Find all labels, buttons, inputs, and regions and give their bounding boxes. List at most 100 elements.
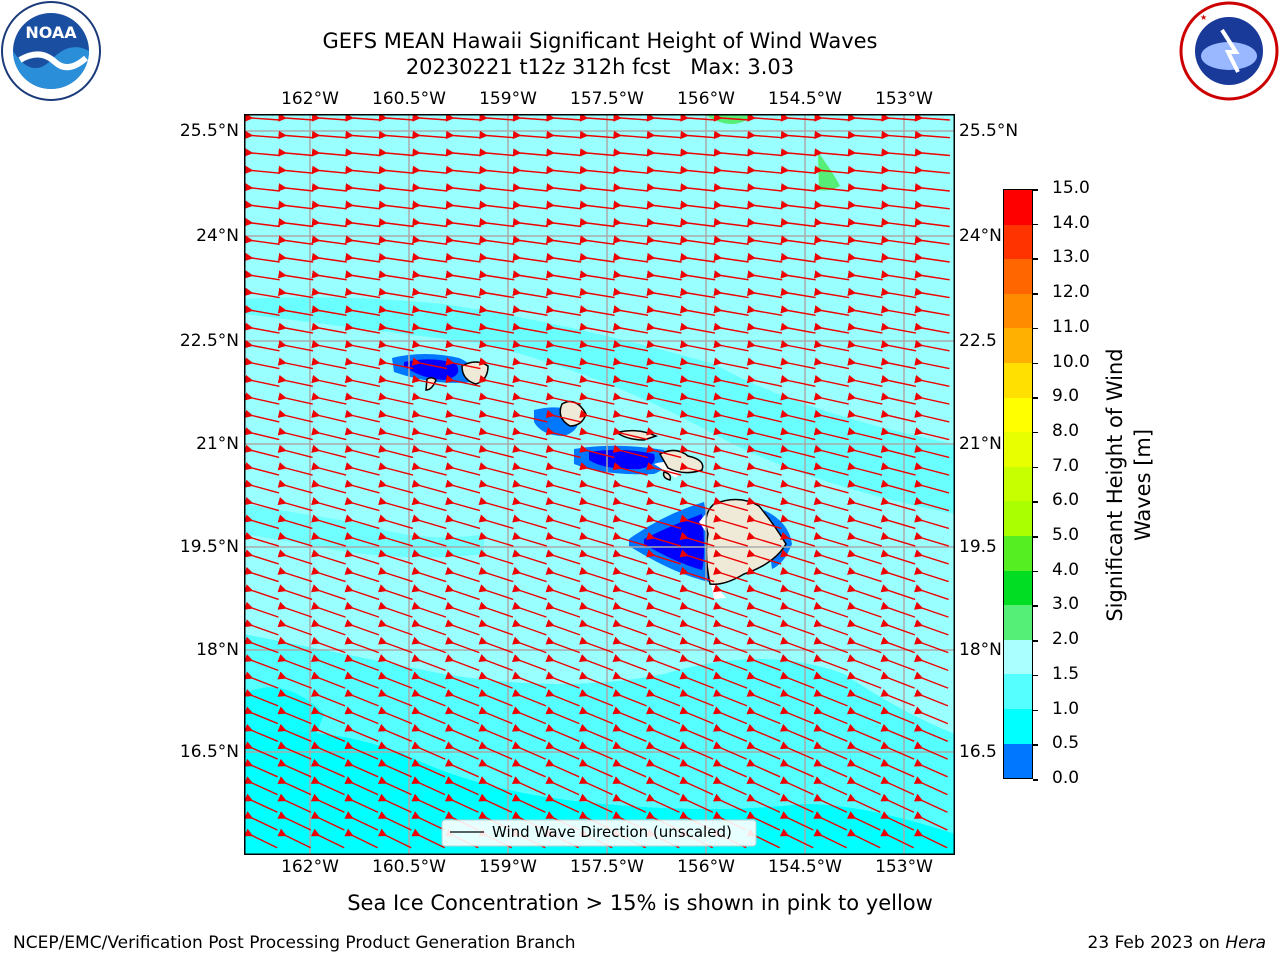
wind-wave-arrow xyxy=(746,374,783,387)
wind-wave-arrow xyxy=(713,217,749,228)
wind-wave-arrow xyxy=(512,497,548,512)
wind-wave-arrow xyxy=(412,183,448,192)
colorbar-tick-label: 11.0 xyxy=(1052,316,1090,337)
wind-wave-arrow xyxy=(412,114,448,122)
wind-wave-arrow xyxy=(846,758,881,778)
wind-wave-arrow xyxy=(444,654,480,672)
wind-wave-arrow xyxy=(880,706,915,725)
wind-wave-arrow xyxy=(545,549,581,565)
wind-wave-arrow xyxy=(277,409,313,423)
wind-wave-arrow xyxy=(813,584,849,601)
wind-wave-arrow xyxy=(746,619,782,636)
wind-wave-arrow xyxy=(512,305,548,316)
wind-wave-arrow xyxy=(378,252,414,263)
wind-wave-arrow xyxy=(244,357,280,370)
wind-wave-arrow xyxy=(612,723,647,742)
wind-wave-arrow xyxy=(880,427,916,441)
wind-wave-arrow xyxy=(813,636,849,654)
wind-wave-arrow xyxy=(847,130,883,140)
wind-wave-arrow xyxy=(779,723,815,742)
wind-wave-arrow xyxy=(344,776,379,796)
wind-wave-arrow xyxy=(679,601,715,618)
wind-wave-arrow xyxy=(880,444,916,459)
colorbar-label-line1: Significant Height of Wind xyxy=(1103,348,1127,622)
wind-wave-arrow xyxy=(244,462,280,476)
wind-wave-arrow xyxy=(277,479,313,494)
wind-wave-arrow xyxy=(713,531,749,547)
wind-wave-arrow xyxy=(679,235,716,245)
wind-wave-arrow xyxy=(378,148,414,157)
wind-wave-arrow xyxy=(712,671,748,689)
wind-wave-arrow xyxy=(914,217,950,228)
wind-wave-arrow xyxy=(680,217,716,228)
wind-wave-arrow xyxy=(378,497,414,512)
wind-wave-arrow xyxy=(746,287,783,299)
wind-wave-arrow xyxy=(579,200,615,210)
wind-wave-arrow xyxy=(411,811,446,831)
wind-wave-arrow xyxy=(780,584,815,601)
wind-wave-arrow xyxy=(612,706,647,725)
wind-wave-arrow xyxy=(545,566,581,583)
wind-wave-arrow xyxy=(512,566,547,583)
wind-wave-arrow xyxy=(579,514,615,530)
lon-label: 160.5°W xyxy=(372,89,446,109)
wind-wave-arrow xyxy=(880,723,915,742)
wind-wave-arrow xyxy=(244,374,280,387)
wind-wave-arrow xyxy=(377,793,412,813)
wind-wave-arrow xyxy=(545,444,581,459)
wind-wave-arrow xyxy=(914,305,950,316)
wind-wave-arrow xyxy=(377,776,412,796)
wind-wave-arrow xyxy=(914,444,950,459)
wind-wave-arrow xyxy=(914,479,950,494)
wind-wave-arrow xyxy=(344,479,380,494)
wind-wave-arrow xyxy=(345,183,381,192)
wind-wave-arrow xyxy=(579,183,615,192)
wind-wave-arrow xyxy=(780,531,816,547)
wind-wave-arrow xyxy=(679,758,714,778)
wind-wave-arrow xyxy=(813,514,849,530)
wind-wave-arrow xyxy=(880,828,915,849)
wind-wave-arrow xyxy=(277,636,313,654)
wind-wave-arrow xyxy=(512,287,548,299)
wind-wave-arrow xyxy=(679,584,715,601)
wind-wave-arrow xyxy=(579,287,615,299)
wind-wave-arrow xyxy=(612,252,649,263)
wind-wave-arrow xyxy=(411,531,447,547)
wind-wave-arrow xyxy=(311,270,347,281)
wind-wave-arrow xyxy=(780,479,816,494)
wind-wave-arrow xyxy=(613,165,649,175)
wind-wave-arrow xyxy=(780,305,816,316)
wind-wave-arrow xyxy=(612,497,648,512)
wind-wave-arrow xyxy=(277,671,312,689)
wind-wave-arrow xyxy=(914,252,950,263)
wind-wave-arrow xyxy=(746,793,781,813)
wind-wave-arrow xyxy=(880,252,917,263)
lon-label: 162°W xyxy=(281,89,339,109)
wind-wave-arrow xyxy=(345,148,381,157)
wind-wave-arrow xyxy=(914,340,950,352)
wind-wave-arrow xyxy=(344,235,381,245)
wind-wave-arrow xyxy=(712,654,748,672)
wind-wave-arrow xyxy=(478,340,515,352)
wind-wave-arrow xyxy=(780,235,816,245)
colorbar-tick-mark xyxy=(1033,223,1038,226)
lon-label: 157.5°W xyxy=(570,89,644,109)
wind-wave-arrow xyxy=(646,427,682,441)
wind-wave-arrow xyxy=(813,811,848,831)
wind-wave-arrow xyxy=(712,706,748,725)
wind-wave-arrow xyxy=(310,619,346,636)
wind-wave-arrow xyxy=(813,531,849,547)
wind-wave-arrow xyxy=(813,706,848,725)
wind-wave-arrow xyxy=(679,619,715,636)
wind-wave-arrow xyxy=(779,811,814,831)
wind-wave-arrow xyxy=(914,270,950,281)
wind-wave-arrow xyxy=(512,531,548,547)
colorbar-tick-label: 1.0 xyxy=(1052,698,1080,719)
wind-wave-arrow xyxy=(344,409,380,423)
wind-wave-arrow xyxy=(880,462,916,476)
wind-wave-arrow xyxy=(712,689,748,707)
wind-wave-arrow xyxy=(579,165,615,175)
wind-wave-arrow xyxy=(512,200,548,210)
wind-wave-arrow xyxy=(310,741,345,760)
wind-wave-arrow xyxy=(378,444,414,459)
